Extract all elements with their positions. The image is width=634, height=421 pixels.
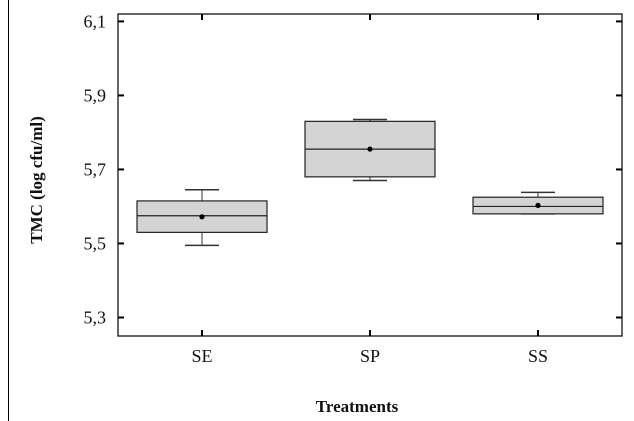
y-tick-label: 6,1 [84, 11, 107, 31]
box-se [136, 189, 268, 247]
mean-point [199, 214, 205, 220]
x-tick-label: SP [360, 346, 380, 366]
x-tick-label: SE [191, 346, 212, 366]
boxes-group [136, 118, 604, 247]
box-sp [304, 118, 436, 182]
left-edge-line [8, 0, 9, 421]
x-axis-title: Treatments [316, 397, 399, 416]
y-tick-label: 5,3 [84, 307, 107, 327]
mean-point [367, 146, 373, 152]
x-axis-ticks: SE SP SS [191, 14, 548, 366]
y-tick-label: 5,7 [84, 159, 107, 179]
x-tick-label: SS [528, 346, 548, 366]
box-ss [472, 191, 604, 215]
y-axis-ticks: 5,3 5,5 5,7 5,9 6,1 [84, 11, 622, 327]
y-tick-label: 5,9 [84, 85, 107, 105]
y-tick-label: 5,5 [84, 233, 107, 253]
mean-point [535, 202, 541, 208]
y-axis-title: TMC (log cfu/ml) [27, 116, 46, 243]
